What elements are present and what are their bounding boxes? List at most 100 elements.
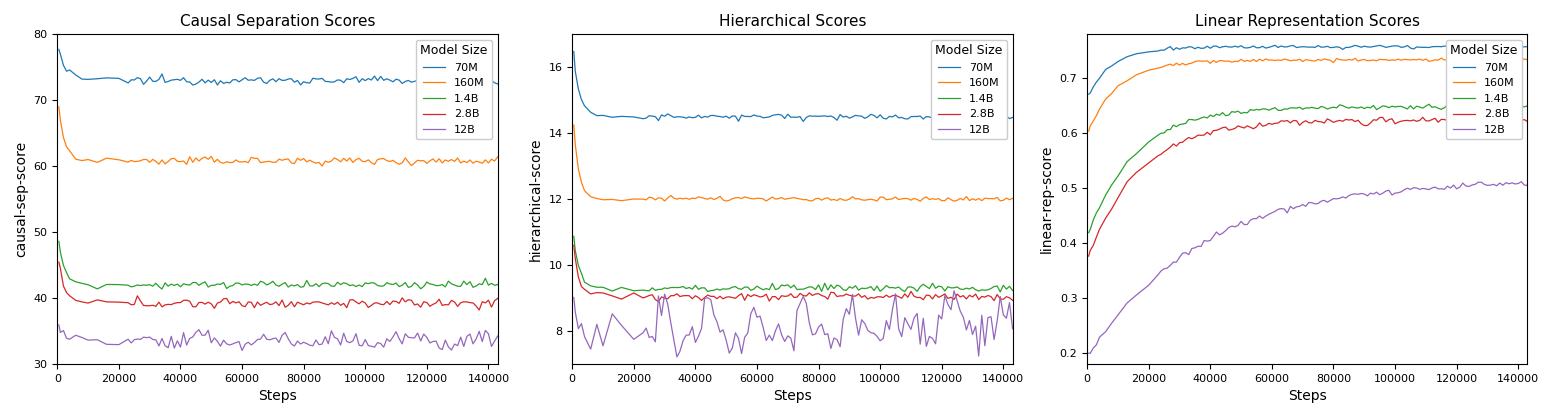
70M xyxy=(1149,48,1168,53)
12B xyxy=(221,342,239,347)
70M xyxy=(930,117,949,122)
1.4B xyxy=(1518,103,1536,108)
1.4B xyxy=(412,286,431,291)
70M xyxy=(488,81,507,86)
2.8B xyxy=(1518,119,1536,124)
1.4B xyxy=(648,287,667,292)
1.4B xyxy=(1250,108,1269,113)
2.8B xyxy=(930,295,949,300)
12B xyxy=(415,332,434,337)
Title: Linear Representation Scores: Linear Representation Scores xyxy=(1194,14,1420,29)
2.8B xyxy=(412,305,431,310)
2.8B xyxy=(134,303,152,308)
160M xyxy=(134,157,152,162)
2.8B xyxy=(1149,153,1168,158)
2.8B xyxy=(1003,298,1022,303)
160M xyxy=(1518,57,1536,62)
2.8B xyxy=(1079,254,1098,259)
160M xyxy=(930,196,949,201)
160M xyxy=(723,196,742,201)
2.8B xyxy=(1165,141,1183,146)
70M xyxy=(1479,43,1497,48)
2.8B xyxy=(470,307,488,312)
12B xyxy=(564,295,583,300)
Line: 160M: 160M xyxy=(59,107,498,166)
1.4B xyxy=(927,286,945,291)
2.8B xyxy=(634,295,653,300)
160M xyxy=(118,160,137,165)
1.4B xyxy=(924,281,942,286)
2.8B xyxy=(927,292,945,297)
2.8B xyxy=(739,292,757,297)
Line: 70M: 70M xyxy=(574,52,1012,121)
70M xyxy=(927,114,945,119)
2.8B xyxy=(118,300,137,305)
12B xyxy=(648,294,667,299)
1.4B xyxy=(1165,123,1183,128)
70M xyxy=(118,80,137,85)
1.4B xyxy=(1003,288,1022,293)
160M xyxy=(564,123,583,128)
70M xyxy=(634,116,653,121)
Title: Hierarchical Scores: Hierarchical Scores xyxy=(718,14,866,29)
1.4B xyxy=(415,284,434,289)
160M xyxy=(1441,57,1460,62)
12B xyxy=(667,354,686,359)
Legend: 70M, 160M, 1.4B, 2.8B, 12B: 70M, 160M, 1.4B, 2.8B, 12B xyxy=(931,40,1008,139)
70M xyxy=(736,114,754,119)
70M xyxy=(224,77,243,82)
12B xyxy=(930,313,949,318)
70M xyxy=(183,83,202,88)
160M xyxy=(208,157,227,162)
2.8B xyxy=(1441,120,1460,125)
2.8B xyxy=(50,260,68,265)
160M xyxy=(1149,65,1168,70)
2.8B xyxy=(208,301,227,306)
12B xyxy=(1081,351,1099,356)
12B xyxy=(233,348,252,353)
Line: 2.8B: 2.8B xyxy=(1088,117,1527,256)
1.4B xyxy=(723,285,742,290)
1.4B xyxy=(152,286,171,291)
70M xyxy=(1238,45,1256,50)
1.4B xyxy=(50,239,68,244)
2.8B xyxy=(409,301,428,306)
70M xyxy=(1438,43,1457,48)
Legend: 70M, 160M, 1.4B, 2.8B, 12B: 70M, 160M, 1.4B, 2.8B, 12B xyxy=(415,40,491,139)
12B xyxy=(412,339,431,344)
1.4B xyxy=(736,284,754,289)
70M xyxy=(134,82,152,87)
1.4B xyxy=(211,282,230,287)
1.4B xyxy=(1149,133,1168,138)
12B xyxy=(945,288,964,293)
2.8B xyxy=(726,296,745,301)
12B xyxy=(1152,269,1171,274)
Line: 160M: 160M xyxy=(574,125,1012,201)
70M xyxy=(1250,45,1269,50)
160M xyxy=(648,196,667,201)
70M xyxy=(795,119,813,124)
Title: Causal Separation Scores: Causal Separation Scores xyxy=(180,14,375,29)
160M xyxy=(1432,55,1451,60)
1.4B xyxy=(1238,111,1256,116)
12B xyxy=(1441,186,1460,191)
Line: 160M: 160M xyxy=(1088,58,1527,131)
Y-axis label: linear-rep-score: linear-rep-score xyxy=(1040,145,1054,253)
160M xyxy=(1238,58,1256,63)
Line: 12B: 12B xyxy=(1088,182,1527,353)
Y-axis label: hierarchical-score: hierarchical-score xyxy=(529,137,543,261)
Line: 2.8B: 2.8B xyxy=(574,245,1012,301)
12B xyxy=(739,331,757,336)
12B xyxy=(208,339,227,344)
Line: 2.8B: 2.8B xyxy=(59,262,498,310)
1.4B xyxy=(488,282,507,287)
12B xyxy=(927,341,945,346)
12B xyxy=(1079,351,1098,356)
1.4B xyxy=(564,234,583,239)
Y-axis label: causal-sep-score: causal-sep-score xyxy=(14,141,28,257)
70M xyxy=(723,113,742,118)
160M xyxy=(1250,57,1269,62)
2.8B xyxy=(1438,118,1457,123)
70M xyxy=(412,76,431,81)
70M xyxy=(1518,44,1536,49)
